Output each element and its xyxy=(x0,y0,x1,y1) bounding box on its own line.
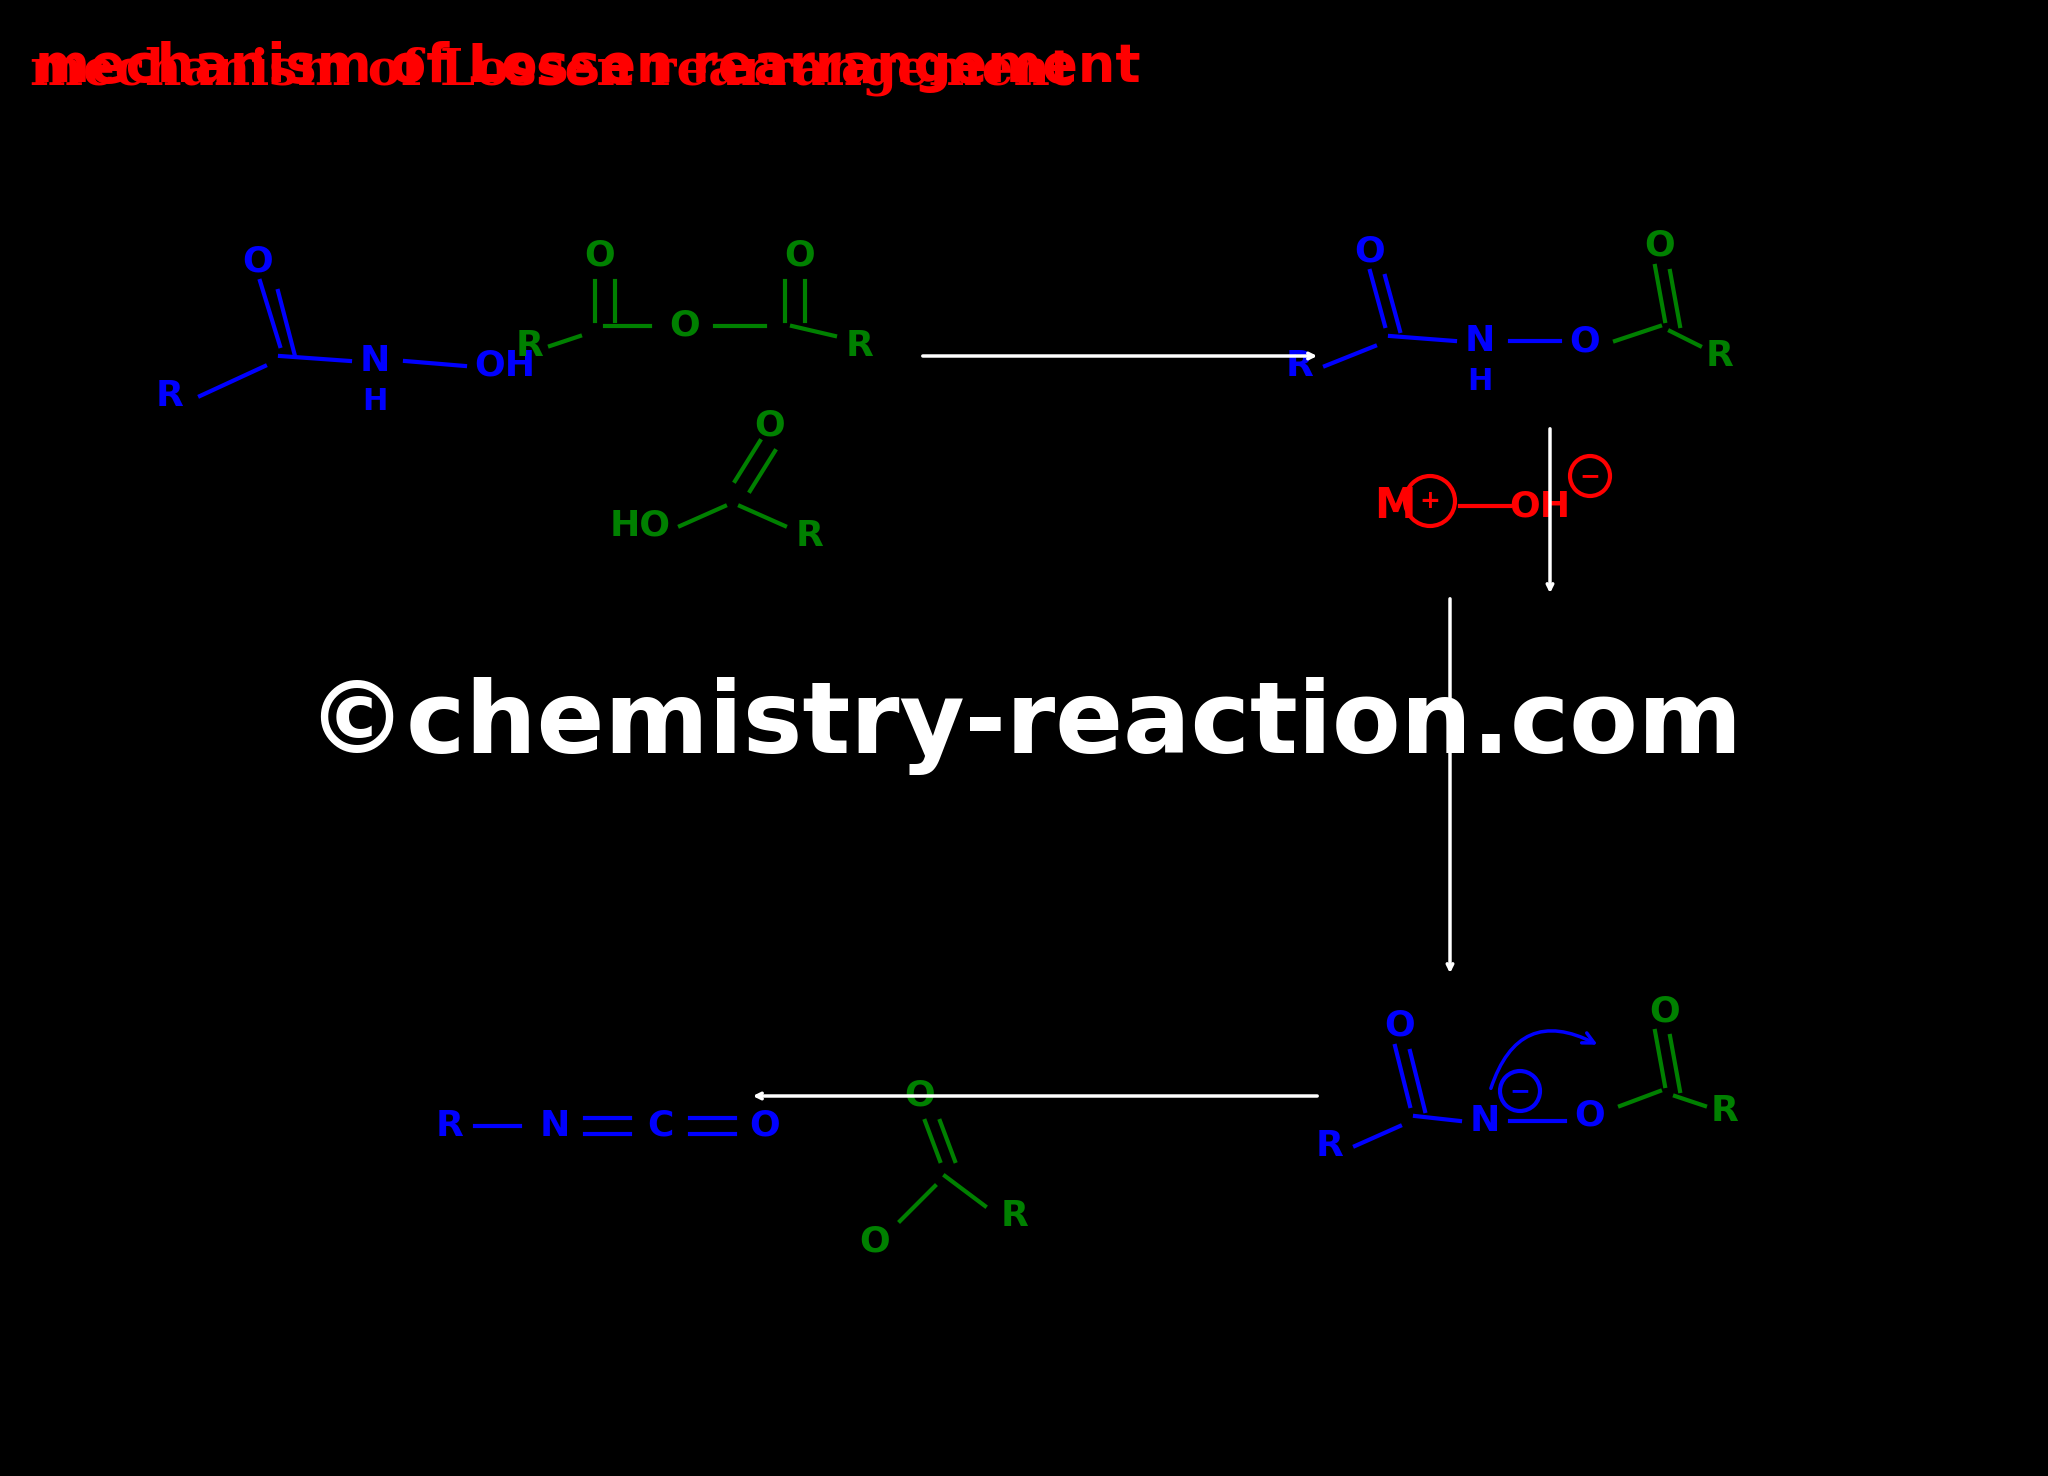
Text: N: N xyxy=(541,1108,569,1142)
Text: O: O xyxy=(242,244,272,277)
Text: mechanism of Lossen rearrangement: mechanism of Lossen rearrangement xyxy=(35,41,1141,93)
Text: O: O xyxy=(1354,235,1384,269)
Text: R: R xyxy=(1001,1199,1028,1232)
Text: mechanism of Lossen rearrangement: mechanism of Lossen rearrangement xyxy=(31,46,1073,96)
Text: O: O xyxy=(905,1079,936,1113)
Text: N: N xyxy=(360,344,391,378)
Text: −: − xyxy=(1509,1079,1530,1103)
Text: R: R xyxy=(436,1108,465,1142)
Text: M: M xyxy=(1374,486,1415,527)
FancyArrowPatch shape xyxy=(1491,1030,1593,1088)
Text: O: O xyxy=(1649,993,1679,1027)
Text: N: N xyxy=(1470,1104,1501,1138)
Text: O: O xyxy=(754,409,784,443)
Text: R: R xyxy=(1710,1094,1739,1128)
Text: R: R xyxy=(1706,339,1735,373)
Text: O: O xyxy=(1569,325,1599,359)
Text: O: O xyxy=(1575,1100,1606,1134)
Text: OH: OH xyxy=(1509,489,1571,523)
Text: R: R xyxy=(797,520,823,554)
Text: O: O xyxy=(1384,1010,1415,1044)
Text: R: R xyxy=(516,329,545,363)
Text: N: N xyxy=(1464,325,1495,359)
Text: HO: HO xyxy=(610,509,670,543)
Text: O: O xyxy=(670,308,700,342)
Text: R: R xyxy=(156,379,184,413)
Text: O: O xyxy=(860,1224,891,1258)
Text: O: O xyxy=(584,239,614,273)
Text: +: + xyxy=(1419,489,1440,514)
Text: ©chemistry-reaction.com: ©chemistry-reaction.com xyxy=(305,677,1743,775)
Text: R: R xyxy=(846,329,874,363)
Text: R: R xyxy=(1286,348,1315,382)
Text: H: H xyxy=(362,387,387,416)
Text: O: O xyxy=(750,1108,780,1142)
Text: O: O xyxy=(784,239,815,273)
Text: −: − xyxy=(1579,463,1599,489)
Text: R: R xyxy=(1317,1129,1343,1163)
Text: OH: OH xyxy=(475,348,537,382)
Text: C: C xyxy=(647,1108,674,1142)
Text: H: H xyxy=(1466,366,1493,396)
Text: O: O xyxy=(1645,229,1675,263)
